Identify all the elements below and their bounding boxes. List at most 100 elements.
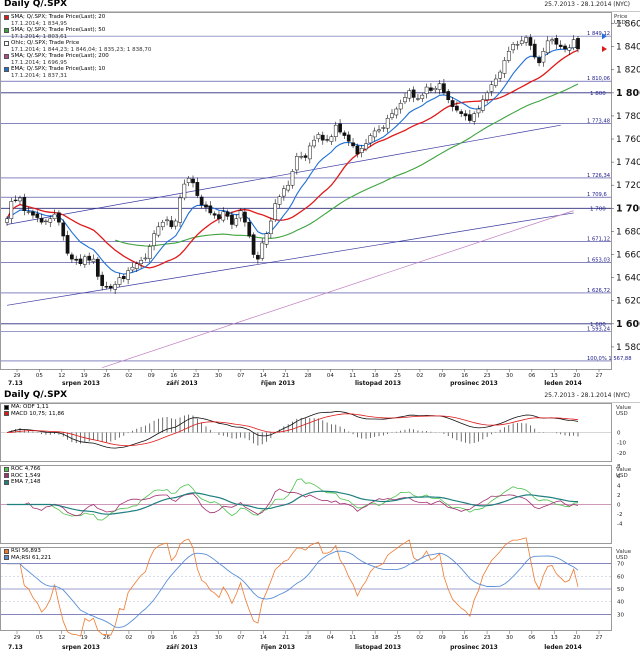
candle[interactable] [256, 251, 260, 264]
candle[interactable] [368, 133, 373, 147]
candle[interactable] [455, 101, 459, 113]
candle[interactable] [532, 39, 537, 60]
candle[interactable] [511, 42, 515, 54]
candle[interactable] [325, 134, 329, 143]
candle[interactable] [550, 37, 554, 45]
candle[interactable] [65, 230, 70, 256]
candle[interactable] [342, 130, 347, 140]
candle[interactable] [489, 81, 494, 97]
candle[interactable] [225, 209, 230, 220]
candle[interactable] [290, 169, 295, 189]
candle[interactable] [260, 238, 265, 261]
candle[interactable] [91, 254, 96, 264]
candle[interactable] [195, 177, 200, 198]
candle[interactable] [212, 211, 217, 219]
legend-item-roc-ema[interactable]: EMA 7,148 [4, 479, 41, 486]
candle[interactable] [139, 256, 143, 269]
candle[interactable] [446, 89, 451, 104]
candle[interactable] [182, 179, 187, 201]
candle[interactable] [485, 90, 490, 104]
legend-item-sma50[interactable]: SMA; Q/.SPX; Trade Price(Last); 50 17.1.… [4, 27, 151, 40]
candle[interactable] [234, 214, 239, 228]
candle[interactable] [545, 36, 550, 55]
candle[interactable] [143, 253, 148, 262]
candle[interactable] [83, 254, 87, 268]
main-price-chart[interactable]: 1 849,12 1 810,06 1 773,48 1 726,34 1 709,6 1… [0, 0, 640, 390]
main-plot-frame[interactable] [0, 12, 612, 370]
candle[interactable] [480, 95, 485, 113]
candle[interactable] [346, 131, 351, 146]
candle[interactable] [74, 255, 79, 265]
candle[interactable] [238, 208, 243, 222]
candle[interactable] [537, 55, 541, 67]
candle[interactable] [359, 144, 364, 158]
candle[interactable] [78, 254, 83, 267]
candle[interactable] [416, 93, 420, 102]
candle[interactable] [199, 194, 204, 209]
legend-item-sma20[interactable]: SMA; Q/.SPX; Trade Price(Last); 20 17.1.… [4, 14, 151, 27]
candle[interactable] [9, 197, 14, 224]
candle[interactable] [104, 281, 109, 290]
candle[interactable] [541, 47, 546, 67]
candle[interactable] [498, 69, 502, 82]
candle[interactable] [286, 180, 291, 193]
legend-item-macd[interactable]: MACD 10,75; 11,86 [4, 411, 64, 418]
candle[interactable] [191, 175, 195, 188]
candle[interactable] [147, 244, 152, 263]
candle[interactable] [519, 36, 524, 46]
candle[interactable] [173, 218, 178, 230]
candle[interactable] [381, 125, 386, 132]
candle[interactable] [61, 219, 66, 241]
legend-item-roc-2[interactable]: ROC 1,549 [4, 473, 41, 480]
candle[interactable] [52, 209, 57, 222]
candle[interactable] [351, 138, 355, 149]
candle[interactable] [57, 210, 61, 226]
candle[interactable] [156, 222, 161, 238]
candle[interactable] [567, 44, 572, 55]
candle[interactable] [558, 40, 563, 49]
candle[interactable] [294, 152, 299, 175]
candle[interactable] [411, 86, 416, 103]
candle[interactable] [563, 43, 567, 53]
candle[interactable] [299, 151, 304, 160]
candle[interactable] [333, 121, 338, 142]
candle[interactable] [70, 252, 74, 263]
candle[interactable] [204, 201, 208, 212]
rsi-plot-frame[interactable] [0, 547, 612, 631]
roc-plot-frame[interactable] [0, 465, 612, 544]
candle[interactable] [528, 33, 533, 51]
legend-item-sma200[interactable]: SMA; Q/.SPX; Trade Price(Last); 200 17.1… [4, 53, 151, 66]
candle[interactable] [420, 92, 425, 103]
candle[interactable] [506, 46, 511, 63]
candle[interactable] [44, 218, 48, 225]
candle[interactable] [39, 213, 44, 225]
candle[interactable] [476, 105, 481, 118]
candle[interactable] [160, 219, 165, 231]
candle[interactable] [117, 272, 122, 287]
candle[interactable] [312, 135, 316, 149]
candle[interactable] [329, 134, 334, 146]
candle[interactable] [424, 83, 429, 99]
candle[interactable] [269, 217, 273, 239]
candle[interactable] [442, 78, 446, 96]
candle[interactable] [108, 283, 113, 292]
candle[interactable] [277, 194, 282, 208]
candle[interactable] [100, 271, 105, 291]
legend-item-rsi[interactable]: RSI 56,893 [4, 548, 51, 555]
candle[interactable] [130, 262, 135, 273]
candle[interactable] [355, 143, 360, 158]
candle[interactable] [338, 119, 342, 135]
candle[interactable] [134, 261, 139, 273]
legend-item-rsi-ma[interactable]: MA;RSI 61,221 [4, 555, 51, 562]
candle[interactable] [169, 215, 174, 230]
candle[interactable] [364, 139, 368, 152]
candle[interactable] [121, 273, 126, 283]
candle[interactable] [433, 85, 438, 94]
candle[interactable] [571, 35, 576, 51]
candle[interactable] [437, 80, 442, 95]
candle[interactable] [307, 142, 312, 164]
candle[interactable] [303, 153, 308, 161]
candle[interactable] [243, 208, 247, 227]
candle[interactable] [247, 217, 252, 239]
